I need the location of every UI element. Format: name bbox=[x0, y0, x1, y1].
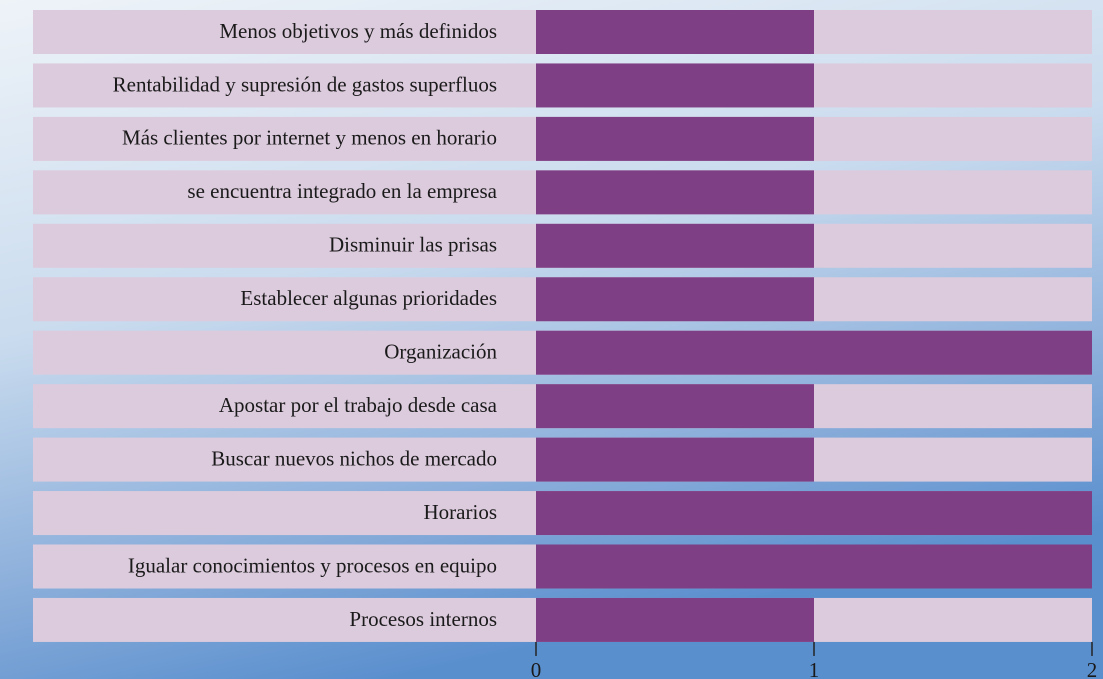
y-tick-label: Rentabilidad y supresión de gastos super… bbox=[113, 72, 497, 96]
y-tick-label: Buscar nuevos nichos de mercado bbox=[211, 446, 497, 470]
y-tick-label: Igualar conocimientos y procesos en equi… bbox=[128, 553, 497, 577]
x-tick-label: 1 bbox=[809, 658, 820, 679]
bar bbox=[536, 544, 1092, 589]
x-tick-label: 2 bbox=[1087, 658, 1098, 679]
bar bbox=[536, 384, 814, 429]
y-tick-label: se encuentra integrado en la empresa bbox=[187, 179, 497, 203]
bar bbox=[536, 597, 814, 642]
bar bbox=[536, 491, 1092, 536]
bar bbox=[536, 330, 1092, 375]
x-tick-label: 0 bbox=[531, 658, 542, 679]
y-tick-label: Organización bbox=[384, 340, 497, 364]
bar bbox=[536, 63, 814, 108]
y-tick-label: Horarios bbox=[424, 500, 497, 524]
bar bbox=[536, 223, 814, 268]
bar bbox=[536, 170, 814, 215]
bar bbox=[536, 277, 814, 322]
bar bbox=[536, 437, 814, 482]
y-tick-label: Apostar por el trabajo desde casa bbox=[219, 393, 498, 417]
bar bbox=[536, 10, 814, 54]
y-tick-label: Disminuir las prisas bbox=[329, 233, 497, 257]
y-tick-label: Menos objetivos y más definidos bbox=[219, 19, 497, 43]
bar bbox=[536, 116, 814, 161]
y-tick-label: Establecer algunas prioridades bbox=[240, 286, 497, 310]
y-tick-label: Procesos internos bbox=[349, 607, 497, 631]
y-tick-label: Más clientes por internet y menos en hor… bbox=[122, 126, 497, 150]
